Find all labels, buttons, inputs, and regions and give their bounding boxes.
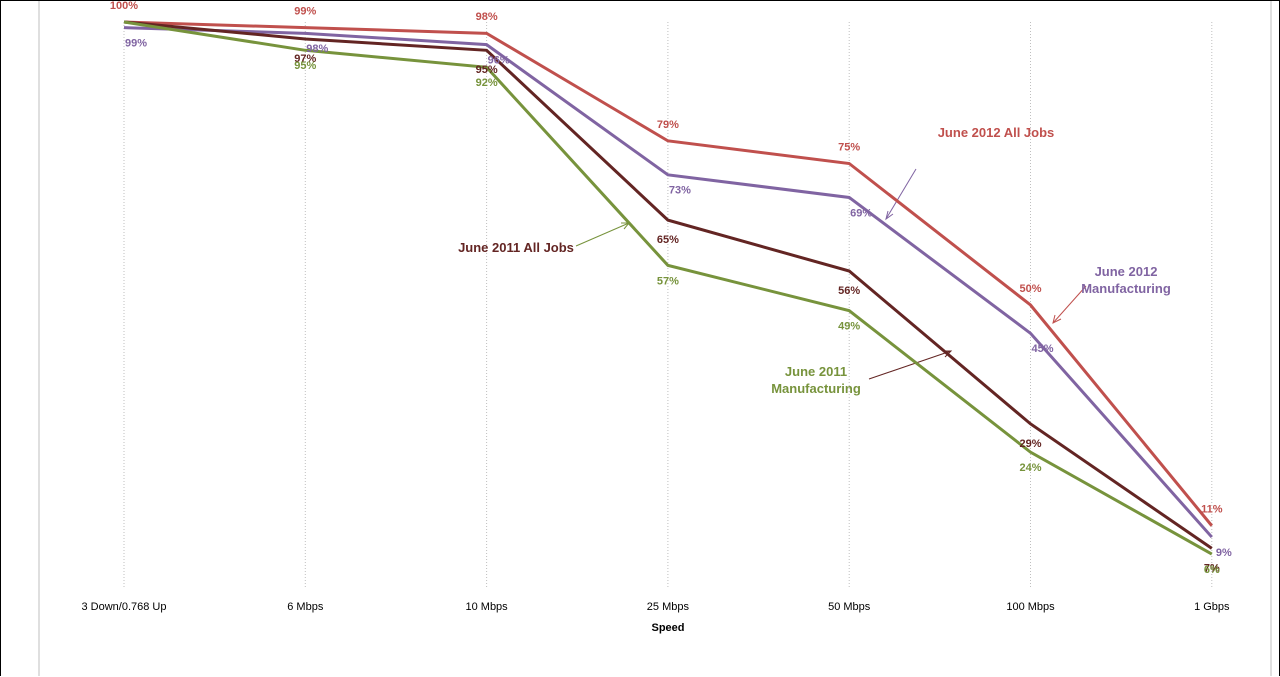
x-tick-label: 6 Mbps bbox=[287, 601, 324, 613]
data-label: 49% bbox=[838, 321, 860, 333]
data-label: 99% bbox=[294, 6, 316, 18]
x-tick-label: 50 Mbps bbox=[828, 601, 871, 613]
data-label: 95% bbox=[294, 60, 316, 72]
series-annotation: June 2011 All Jobs bbox=[458, 240, 574, 255]
series-annotation: June 2012 Manufacturing bbox=[1081, 264, 1171, 296]
data-label: 9% bbox=[1216, 547, 1232, 559]
data-label: 79% bbox=[657, 119, 679, 131]
data-label: 95% bbox=[476, 64, 498, 76]
data-label: 29% bbox=[1019, 438, 1041, 450]
data-label: 45% bbox=[1031, 343, 1053, 355]
data-label: 98% bbox=[306, 43, 328, 55]
chart-area bbox=[38, 1, 1272, 676]
x-tick-label: 3 Down/0.768 Up bbox=[82, 601, 167, 613]
series-line bbox=[123, 20, 1213, 527]
data-label: 57% bbox=[657, 275, 679, 287]
data-label: 24% bbox=[1019, 462, 1041, 474]
data-label: 75% bbox=[838, 141, 860, 153]
data-label: 65% bbox=[657, 234, 679, 246]
data-label: 7% bbox=[1204, 562, 1220, 574]
data-label: 73% bbox=[669, 185, 691, 197]
series-line bbox=[123, 20, 1213, 550]
series-annotation: June 2011 Manufacturing bbox=[771, 364, 861, 396]
data-label: 97% bbox=[294, 53, 316, 65]
series-line bbox=[123, 20, 1213, 556]
x-tick-label: 1 Gbps bbox=[1194, 601, 1230, 613]
data-label: 50% bbox=[1019, 283, 1041, 295]
x-tick-label: 25 Mbps bbox=[647, 601, 690, 613]
x-tick-label: 10 Mbps bbox=[465, 601, 508, 613]
data-label: 96% bbox=[488, 55, 510, 67]
data-label: 100% bbox=[110, 1, 138, 12]
series-annotation: June 2012 All Jobs bbox=[937, 125, 1055, 140]
data-label: 56% bbox=[838, 285, 860, 297]
x-axis-label: Speed bbox=[651, 622, 684, 634]
data-label: 98% bbox=[476, 11, 498, 23]
x-tick-label: 100 Mbps bbox=[1006, 601, 1055, 613]
data-label: 6% bbox=[1204, 564, 1220, 576]
series-line bbox=[123, 26, 1213, 539]
data-label: 69% bbox=[850, 207, 872, 219]
data-label: 11% bbox=[1201, 504, 1223, 516]
data-label: 92% bbox=[476, 77, 498, 89]
data-label: 99% bbox=[125, 38, 147, 50]
